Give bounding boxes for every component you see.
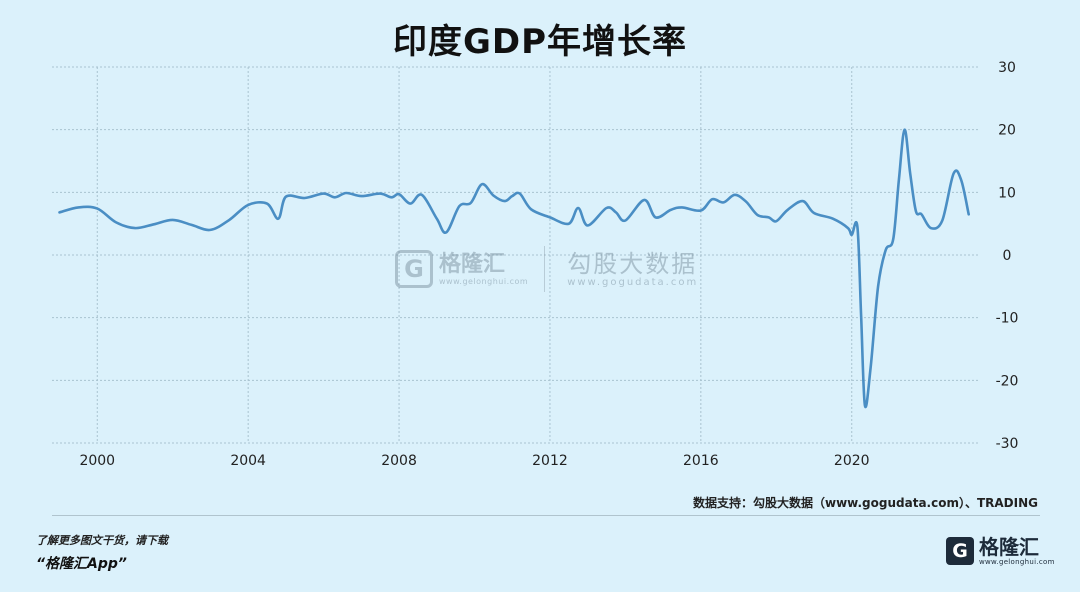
promo-text: 了解更多图文干货，请下载: [36, 534, 168, 547]
y-tick-label: 20: [998, 123, 1016, 139]
watermark-left-name: 格隆汇: [439, 251, 506, 277]
promo-app-name: “格隆汇App”: [36, 556, 127, 572]
brand-logo: G 格隆汇 www.gelonghui.com: [946, 536, 1055, 566]
chart-title: 印度GDP年增长率: [392, 22, 688, 62]
watermark-right-sub: www.gogudata.com: [567, 276, 699, 288]
y-tick-label: -30: [996, 436, 1019, 452]
x-axis-ticks: 2000 2004 2008 2012 2016 2020: [79, 453, 869, 469]
y-tick-label: 30: [998, 60, 1016, 76]
gelonghui-logo-icon: G: [395, 250, 433, 288]
x-tick-label: 2008: [381, 453, 417, 469]
gdp-growth-line: [58, 128, 970, 409]
y-axis-ticks: 30 20 10 0 -10 -20 -30: [996, 60, 1019, 452]
y-tick-label: -20: [996, 373, 1019, 389]
logo-url: www.gelonghui.com: [979, 558, 1055, 566]
source-note: 数据支持：勾股大数据（www.gogudata.com）、TRADING: [693, 496, 1038, 510]
y-tick-label: 0: [1003, 248, 1012, 264]
y-tick-label: 10: [998, 185, 1016, 201]
watermark-right-name: 勾股大数据: [567, 249, 698, 278]
x-tick-label: 2004: [230, 453, 266, 469]
watermark-left-sub: www.gelonghui.com: [439, 276, 529, 286]
x-tick-label: 2012: [532, 453, 568, 469]
logo-name: 格隆汇: [979, 535, 1039, 559]
footer-divider: [52, 515, 1040, 516]
x-tick-label: 2000: [79, 453, 115, 469]
x-tick-label: 2020: [834, 453, 870, 469]
watermark: G 格隆汇 www.gelonghui.com 勾股大数据 www.goguda…: [395, 246, 698, 292]
series-layer: [58, 128, 970, 409]
x-tick-label: 2016: [683, 453, 719, 469]
watermark-divider: [544, 246, 546, 292]
gelonghui-g-icon: G: [946, 537, 974, 565]
y-tick-label: -10: [996, 311, 1019, 327]
